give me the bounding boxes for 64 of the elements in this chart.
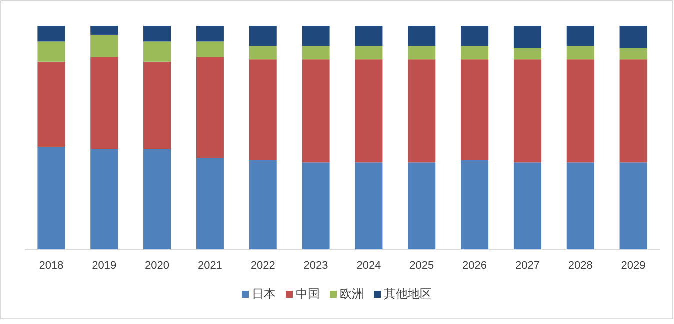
x-tick-label: 2020 bbox=[145, 260, 170, 272]
bar bbox=[144, 26, 172, 42]
bar bbox=[355, 26, 383, 46]
legend-label: 欧洲 bbox=[340, 287, 364, 301]
x-tick-label: 2027 bbox=[515, 260, 540, 272]
bar bbox=[196, 158, 224, 250]
bar bbox=[514, 60, 542, 163]
bar bbox=[302, 60, 330, 163]
bar bbox=[38, 62, 66, 147]
bar bbox=[620, 48, 648, 60]
x-tick-label: 2022 bbox=[250, 260, 276, 272]
legend-label: 中国 bbox=[296, 287, 320, 301]
legend-label: 日本 bbox=[252, 287, 276, 301]
bar bbox=[461, 46, 489, 60]
bar bbox=[461, 160, 489, 250]
bar bbox=[144, 62, 172, 150]
bar bbox=[38, 26, 66, 42]
bar bbox=[144, 149, 172, 250]
bar bbox=[355, 60, 383, 163]
bar bbox=[408, 46, 436, 60]
x-tick-label: 2029 bbox=[621, 260, 646, 272]
bar bbox=[144, 42, 172, 62]
bar bbox=[355, 162, 383, 250]
bar bbox=[196, 42, 224, 58]
bar bbox=[566, 162, 594, 250]
x-tick-label: 2019 bbox=[92, 260, 117, 272]
x-tick-label: 2024 bbox=[356, 260, 382, 272]
x-tick-label: 2026 bbox=[462, 260, 488, 272]
bar bbox=[249, 160, 277, 250]
x-tick-label: 2028 bbox=[568, 260, 593, 272]
bar bbox=[408, 162, 436, 250]
bar bbox=[461, 26, 489, 46]
x-tick-label: 2025 bbox=[410, 260, 434, 272]
bar bbox=[514, 162, 542, 250]
bar bbox=[302, 162, 330, 250]
bar bbox=[302, 46, 330, 60]
x-tick-label: 2018 bbox=[39, 260, 64, 272]
bar bbox=[90, 34, 118, 58]
bar bbox=[249, 60, 277, 160]
bar bbox=[90, 149, 118, 250]
bar bbox=[620, 26, 648, 48]
bar bbox=[249, 26, 277, 46]
bar bbox=[620, 60, 648, 163]
bar bbox=[249, 46, 277, 60]
bar bbox=[90, 26, 118, 35]
bar bbox=[408, 26, 436, 46]
bar bbox=[408, 60, 436, 163]
bar bbox=[620, 162, 648, 250]
bar bbox=[461, 60, 489, 160]
bar bbox=[302, 26, 330, 46]
bar bbox=[566, 60, 594, 163]
bar bbox=[355, 46, 383, 60]
bar bbox=[196, 57, 224, 158]
bar bbox=[38, 42, 66, 62]
x-tick-label: 2023 bbox=[304, 260, 328, 272]
legend-label: 其他地区 bbox=[384, 287, 432, 301]
bar bbox=[38, 146, 66, 250]
bar bbox=[566, 46, 594, 60]
bar bbox=[90, 57, 118, 150]
x-tick-label: 2021 bbox=[198, 260, 222, 272]
bar bbox=[196, 26, 224, 42]
bar bbox=[514, 48, 542, 60]
bar bbox=[566, 26, 594, 46]
bar bbox=[514, 26, 542, 48]
